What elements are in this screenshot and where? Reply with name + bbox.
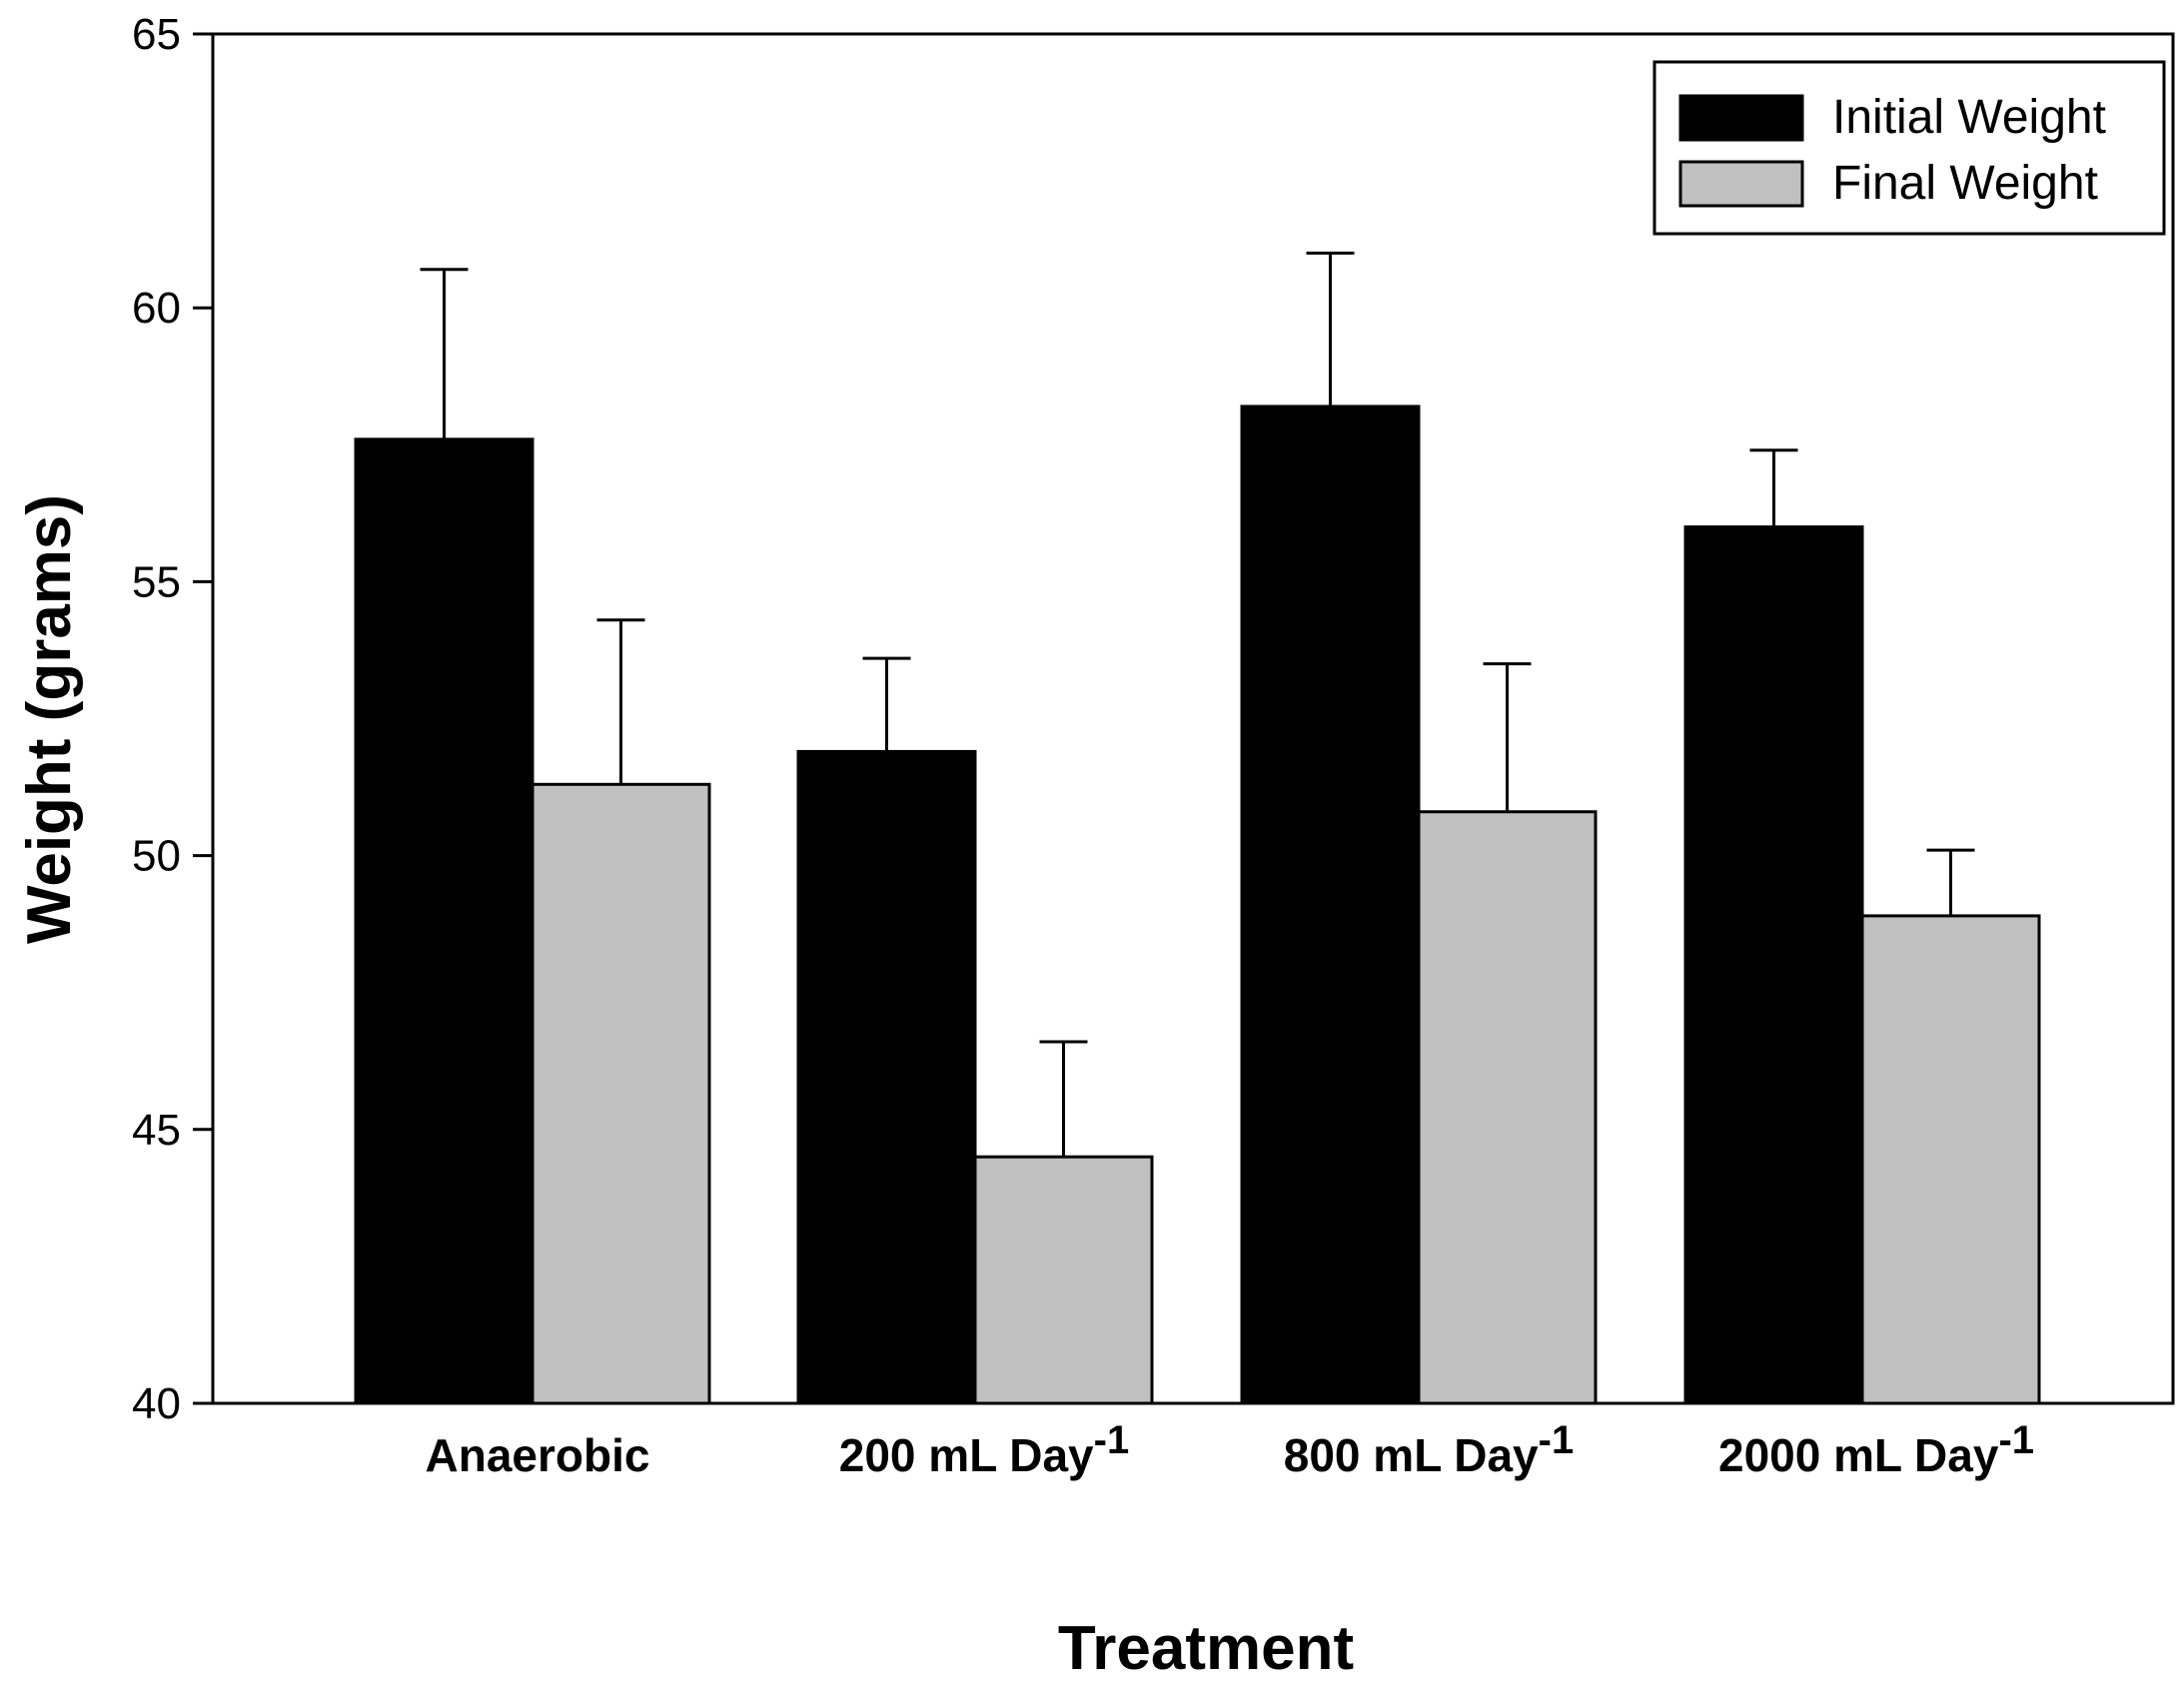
y-tick-label-55: 55 <box>132 557 181 606</box>
x-axis: Anaerobic 200 mL Day-1 800 mL Day-1 2000 mL… <box>426 1418 2034 1481</box>
y-axis-title: Weight (grams) <box>15 494 84 944</box>
x-tick-label-0: Anaerobic <box>426 1429 650 1481</box>
bar-final-2 <box>1417 810 1598 1405</box>
bar-final-0 <box>531 782 711 1405</box>
y-tick-label-65: 65 <box>132 10 181 59</box>
legend-label-final: Final Weight <box>1832 157 2098 210</box>
x-tick-label-1: 200 mL Day-1 <box>839 1418 1129 1481</box>
y-tick-label-40: 40 <box>132 1379 181 1428</box>
legend-swatch-initial <box>1678 94 1804 142</box>
bar-final-1 <box>973 1155 1154 1405</box>
x-axis-title: Treatment <box>1058 1614 1354 1683</box>
error-bars-layer <box>420 251 1975 1158</box>
bar-initial-0 <box>354 437 535 1405</box>
bars-layer <box>354 405 2041 1405</box>
plot-frame <box>211 32 2175 1405</box>
x-tick-label-2: 800 mL Day-1 <box>1284 1418 1574 1481</box>
bar-final-3 <box>1860 914 2041 1405</box>
bar-initial-3 <box>1683 525 1864 1405</box>
legend-swatch-final <box>1678 160 1804 208</box>
y-tick-label-45: 45 <box>132 1106 181 1155</box>
bar-initial-1 <box>796 749 977 1405</box>
x-tick-label-3: 2000 mL Day-1 <box>1718 1418 2034 1481</box>
legend-label-initial: Initial Weight <box>1832 91 2106 144</box>
bar-initial-2 <box>1240 405 1421 1405</box>
y-tick-label-60: 60 <box>132 284 181 333</box>
y-axis: 40 45 50 55 60 65 <box>132 10 213 1428</box>
y-tick-label-50: 50 <box>132 832 181 881</box>
legend: Initial Weight Final Weight <box>1652 60 2166 236</box>
